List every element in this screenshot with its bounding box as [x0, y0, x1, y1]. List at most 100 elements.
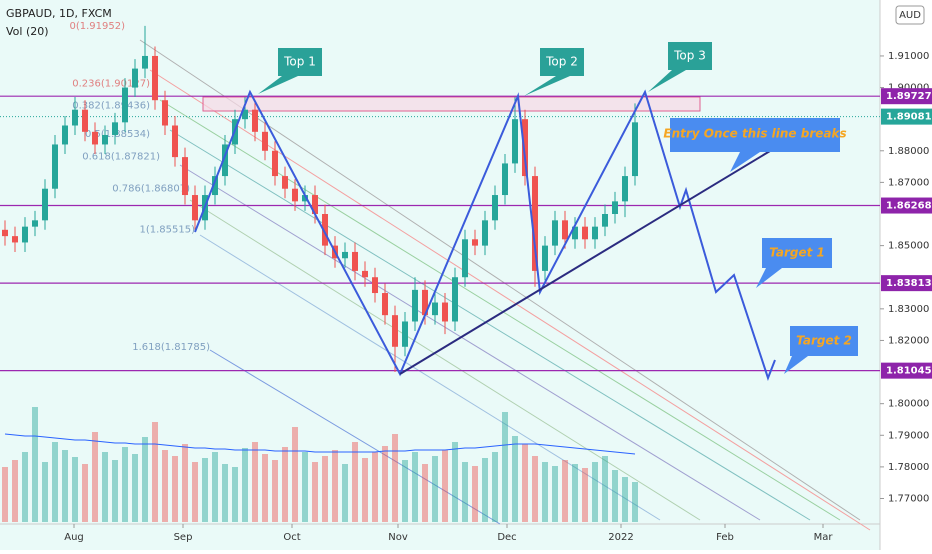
candle-body	[162, 100, 168, 126]
trendline	[399, 147, 776, 375]
y-tick-label: 1.80000	[888, 399, 929, 410]
annotation: Target 2	[796, 334, 852, 348]
volume-bar	[542, 462, 548, 522]
volume-bar	[52, 442, 58, 522]
fib-label: 0.382(1.89436)	[72, 100, 150, 111]
candle-body	[142, 55, 148, 69]
volume-bar	[12, 460, 18, 522]
candle-body	[172, 125, 178, 158]
candle-body	[2, 229, 8, 237]
price-tag-label: 1.86268	[886, 201, 932, 212]
chart-title: GBPAUD, 1D, FXCM	[6, 7, 112, 20]
candle-body	[602, 214, 608, 227]
volume-bar	[2, 467, 8, 522]
y-tick-label: 1.87000	[888, 177, 929, 188]
volume-bar	[172, 456, 178, 522]
volume-bar	[242, 448, 248, 522]
candle-body	[272, 150, 278, 177]
candle-body	[62, 125, 68, 145]
candle-body	[562, 220, 568, 240]
channel-line	[139, 39, 861, 521]
volume-bar	[322, 456, 328, 522]
candle-body	[132, 68, 138, 88]
channel-line	[189, 199, 701, 521]
volume-bar	[92, 432, 98, 522]
volume-bar	[32, 407, 38, 522]
volume-bar	[292, 427, 298, 522]
candle-body	[32, 220, 38, 227]
candle-body	[192, 195, 198, 221]
volume-bar	[342, 464, 348, 522]
x-tick-label: Oct	[283, 532, 300, 543]
pattern-path	[194, 89, 776, 381]
volume-title: Vol (20)	[6, 25, 49, 38]
volume-bar	[102, 452, 108, 522]
price-tag	[881, 362, 932, 379]
volume-bar	[142, 437, 148, 522]
candle-body	[262, 131, 268, 151]
y-tick-label: 1.85000	[888, 241, 929, 252]
volume-bar	[362, 458, 368, 522]
price-tag-label: 1.83813	[886, 278, 932, 289]
channel-line	[199, 234, 661, 521]
x-tick-label: Nov	[388, 532, 408, 543]
candle-body	[282, 176, 288, 189]
volume-bar	[572, 464, 578, 522]
candle-body	[402, 321, 408, 347]
candle-body	[512, 119, 518, 164]
candle-body	[462, 239, 468, 278]
annotation: Top 2	[545, 55, 578, 69]
callout	[756, 238, 832, 288]
candle-body	[122, 87, 128, 123]
volume-bar	[422, 464, 428, 522]
volume-bar	[472, 466, 478, 522]
price-tag	[881, 275, 932, 292]
currency: AUD	[899, 10, 921, 21]
x-tick-label: Sep	[174, 532, 193, 543]
volume-bar	[442, 450, 448, 522]
volume-bar	[622, 477, 628, 522]
volume-bar	[112, 460, 118, 522]
price-tag-label: 1.89081	[886, 112, 932, 123]
candle-body	[432, 302, 438, 316]
candle-body	[212, 176, 218, 196]
candle-body	[482, 220, 488, 246]
price-tag	[881, 88, 932, 105]
channel-line	[209, 349, 501, 525]
candle-body	[442, 302, 448, 322]
fib-label: 1(1.85515)	[139, 224, 195, 235]
candle-body	[222, 144, 228, 177]
fib-label: 0.618(1.87821)	[82, 151, 160, 162]
candle-body	[472, 239, 478, 246]
x-tick-label: Aug	[64, 532, 84, 543]
candle-body	[52, 144, 58, 189]
annotation: Entry Once this line breaks	[663, 127, 846, 141]
candle-body	[412, 289, 418, 322]
y-tick-label: 1.91000	[888, 51, 929, 62]
channel-line	[149, 69, 871, 531]
candle-body	[612, 201, 618, 215]
volume-bar	[252, 442, 258, 522]
candle-body	[572, 226, 578, 240]
y-tick-label: 1.79000	[888, 430, 929, 441]
fib-label: 0(1.91952)	[69, 21, 125, 32]
candle-body	[422, 289, 428, 316]
callout	[648, 42, 712, 92]
volume-bar	[302, 452, 308, 522]
volume-bar	[582, 468, 588, 522]
price-tag	[881, 108, 932, 125]
x-tick-label: Mar	[814, 532, 834, 543]
y-tick-label: 1.88000	[888, 146, 929, 157]
volume-bar	[402, 460, 408, 522]
volume-bar	[232, 467, 238, 522]
volume-bar	[492, 452, 498, 522]
fib-label: 1.618(1.81785)	[132, 342, 210, 353]
price-tag	[881, 197, 932, 214]
volume-bar	[392, 434, 398, 522]
candle-body	[522, 119, 528, 177]
volume-ma	[4, 433, 636, 455]
y-tick-label: 1.78000	[888, 462, 929, 473]
volume-bar	[612, 470, 618, 522]
y-tick-label: 1.77000	[888, 494, 929, 505]
volume-bar	[562, 460, 568, 522]
